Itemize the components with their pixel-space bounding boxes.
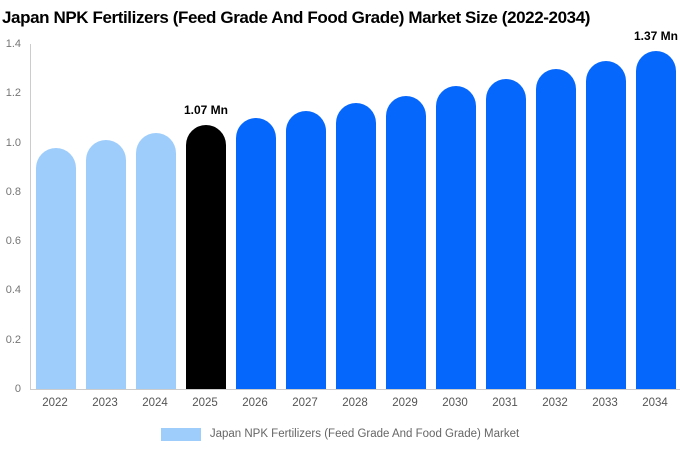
- bar-2022: [36, 147, 76, 389]
- bar-2032: [536, 68, 576, 389]
- x-tick-label-2034: 2034: [642, 397, 668, 409]
- y-axis: 0 0.2 0.4 0.6 0.8 1.0 1.2 1.4: [0, 38, 21, 395]
- x-tick-label-2030: 2030: [442, 397, 468, 409]
- bar-2030: [436, 85, 476, 389]
- legend-swatch: [160, 427, 201, 441]
- y-tick-label: 1.4: [5, 38, 21, 50]
- x-tick-label-2028: 2028: [342, 397, 368, 409]
- x-tick-label-2022: 2022: [42, 397, 68, 409]
- x-tick-label-2023: 2023: [92, 397, 118, 409]
- bar-2026: [236, 117, 276, 389]
- legend: Japan NPK Fertilizers (Feed Grade And Fo…: [0, 426, 680, 442]
- plot-area: 1.07 Mn 1.37 Mn: [30, 29, 680, 390]
- bar-2027: [286, 110, 326, 389]
- chart-title: Japan NPK Fertilizers (Feed Grade And Fo…: [2, 8, 591, 27]
- x-tick-label-2031: 2031: [492, 397, 518, 409]
- bars: [31, 44, 680, 389]
- y-tick-label: 0.8: [5, 185, 21, 198]
- x-tick-label-2027: 2027: [292, 397, 318, 409]
- bar-2025: [186, 125, 226, 389]
- y-tick-label: 1.0: [5, 136, 21, 149]
- x-tick-label-2024: 2024: [142, 397, 168, 409]
- x-tick-label-2032: 2032: [542, 397, 568, 409]
- annotations: 1.07 Mn 1.37 Mn: [31, 29, 680, 389]
- y-tick-label: 1.2: [5, 87, 21, 100]
- bar-2029: [386, 95, 426, 389]
- x-tick-label-2025: 2025: [192, 397, 218, 409]
- y-tick-label: 0.2: [5, 333, 21, 346]
- x-tick-label-2033: 2033: [592, 397, 618, 409]
- x-tick-label-2029: 2029: [392, 397, 418, 409]
- bar-value-label-2025: 1.07 Mn: [183, 103, 228, 118]
- bar-2033: [586, 61, 626, 389]
- x-tick-label-2026: 2026: [242, 397, 268, 409]
- bar-2023: [86, 140, 126, 389]
- y-tick-label: 0: [14, 383, 21, 395]
- bar-value-label-2034: 1.37 Mn: [633, 29, 678, 44]
- bar-2028: [336, 103, 376, 389]
- y-tick-label: 0.4: [5, 284, 21, 297]
- legend-label: Japan NPK Fertilizers (Feed Grade And Fo…: [209, 428, 520, 440]
- bar-2034: [636, 51, 676, 389]
- bar-2031: [486, 78, 526, 389]
- bar-2024: [136, 132, 176, 389]
- x-axis: 2022 2023 2024 2025 2026 2027 2028 2029 2030 2031…: [30, 396, 680, 412]
- y-tick-label: 0.6: [5, 235, 21, 248]
